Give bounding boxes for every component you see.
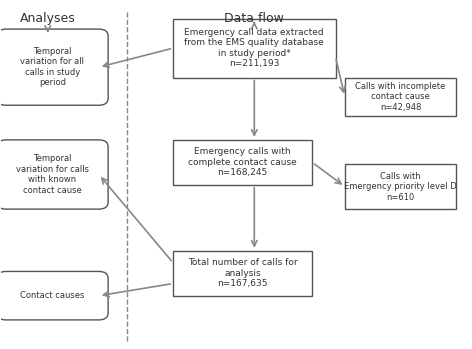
FancyBboxPatch shape — [0, 29, 108, 105]
FancyBboxPatch shape — [345, 164, 456, 209]
Text: Temporal
variation for calls
with known
contact cause: Temporal variation for calls with known … — [16, 154, 89, 195]
FancyBboxPatch shape — [345, 77, 456, 116]
FancyBboxPatch shape — [173, 140, 312, 185]
Text: Total number of calls for
analysis
n=167,635: Total number of calls for analysis n=167… — [188, 258, 297, 288]
Text: Contact causes: Contact causes — [20, 291, 84, 300]
FancyBboxPatch shape — [0, 140, 108, 209]
Text: Calls with
Emergency priority level D
n=610: Calls with Emergency priority level D n=… — [344, 172, 457, 201]
Text: Emergency calls with
complete contact cause
n=168,245: Emergency calls with complete contact ca… — [188, 148, 297, 177]
Text: Emergency call data extracted
from the EMS quality database
in study period*
n=2: Emergency call data extracted from the E… — [185, 28, 324, 68]
FancyBboxPatch shape — [173, 251, 312, 296]
Text: Temporal
variation for all
calls in study
period: Temporal variation for all calls in stud… — [20, 47, 84, 87]
FancyBboxPatch shape — [0, 272, 108, 320]
Text: Calls with incomplete
contact cause
n=42,948: Calls with incomplete contact cause n=42… — [355, 82, 446, 111]
Text: Analyses: Analyses — [20, 12, 76, 25]
Text: Data flow: Data flow — [224, 12, 284, 25]
FancyBboxPatch shape — [173, 19, 336, 77]
